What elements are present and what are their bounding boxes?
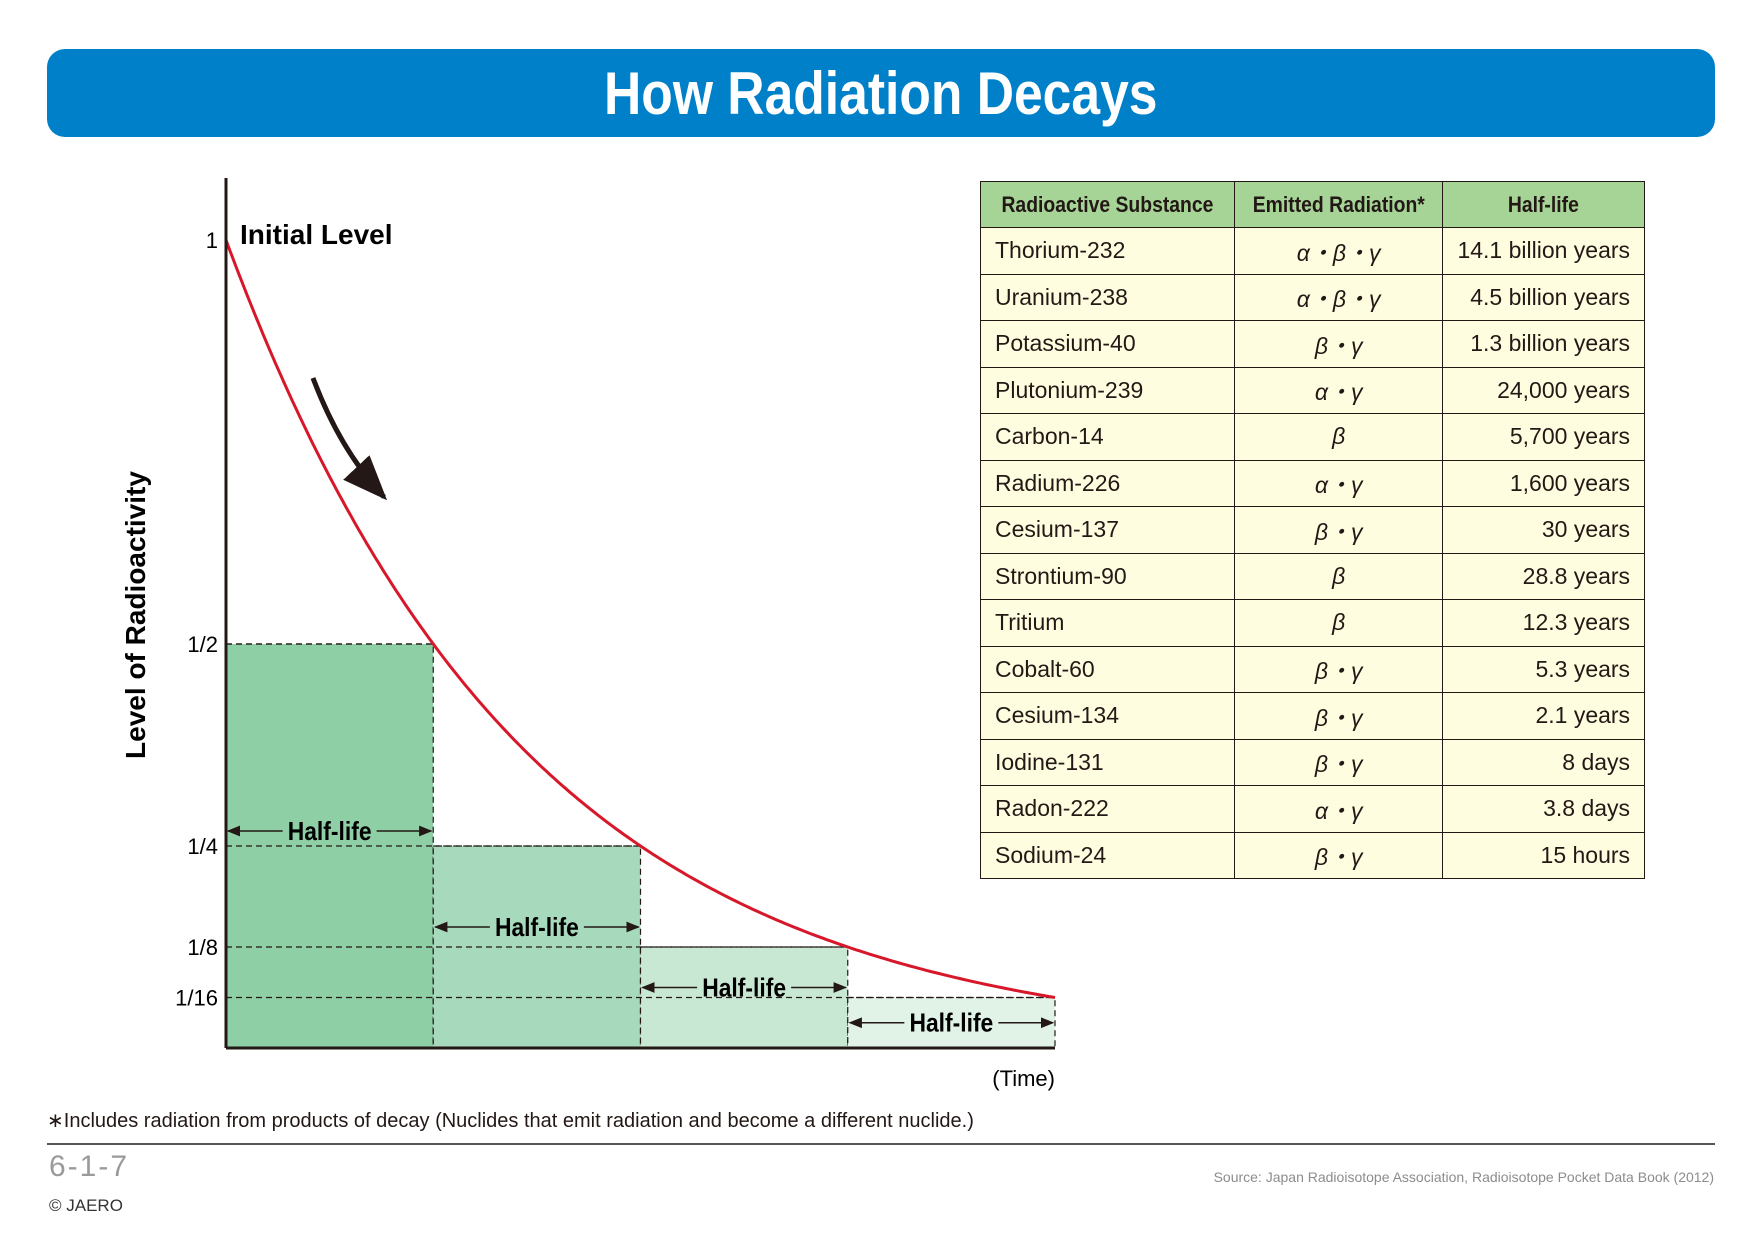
table-row: Uranium-238 α・β・γ 4.5 billion years <box>980 273 1646 321</box>
radiation-cell: β・γ <box>1233 320 1444 368</box>
table-row: Cobalt-60 β・γ 5.3 years <box>980 645 1646 693</box>
radiation-cell: β <box>1233 599 1444 647</box>
source-citation: Source: Japan Radioisotope Association, … <box>1213 1169 1714 1185</box>
half-life-cell: 1,600 years <box>1442 459 1646 507</box>
radiation-cell: α・γ <box>1233 785 1444 833</box>
footnote: ∗Includes radiation from products of dec… <box>47 1110 974 1132</box>
table-row: Thorium-232 α・β・γ 14.1 billion years <box>980 227 1646 275</box>
table-row: Cesium-137 β・γ 30 years <box>980 506 1646 554</box>
table-row: Carbon-14 β 5,700 years <box>980 413 1646 461</box>
table-row: Potassium-40 β・γ 1.3 billion years <box>980 320 1646 368</box>
substance-cell: Cobalt-60 <box>980 645 1235 693</box>
half-life-cell: 8 days <box>1442 738 1646 786</box>
substance-cell: Sodium-24 <box>980 831 1235 879</box>
substance-cell: Tritium <box>980 599 1235 647</box>
y-tick-label: 1/16 <box>175 986 218 1011</box>
radiation-cell: α・β・γ <box>1233 273 1444 321</box>
decay-direction-arrow <box>310 377 388 501</box>
radiation-cell: β・γ <box>1233 506 1444 554</box>
substance-cell: Carbon-14 <box>980 413 1235 461</box>
radiation-cell: α・β・γ <box>1233 227 1444 275</box>
substance-cell: Radon-222 <box>980 785 1235 833</box>
radiation-cell: β・γ <box>1233 645 1444 693</box>
table-row: Cesium-134 β・γ 2.1 years <box>980 692 1646 740</box>
half-life-cell: 24,000 years <box>1442 366 1646 414</box>
header-radiation: Emitted Radiation* <box>1233 181 1444 228</box>
y-axis-label: Level of Radioactivity <box>120 471 151 759</box>
copyright: © JAERO <box>49 1196 123 1215</box>
table-row: Radium-226 α・γ 1,600 years <box>980 459 1646 507</box>
decay-curve <box>224 239 1056 999</box>
half-life-label: Half-life <box>495 914 579 943</box>
initial-level-label: Initial Level <box>240 219 393 250</box>
half-life-cell: 4.5 billion years <box>1442 273 1646 321</box>
x-axis-label: (Time) <box>992 1066 1055 1091</box>
substance-cell: Thorium-232 <box>980 227 1235 275</box>
substance-cell: Plutonium-239 <box>980 366 1235 414</box>
half-life-cell: 12.3 years <box>1442 599 1646 647</box>
radiation-cell: β <box>1233 413 1444 461</box>
radiation-cell: β・γ <box>1233 831 1444 879</box>
substance-cell: Iodine-131 <box>980 738 1235 786</box>
substance-cell: Potassium-40 <box>980 320 1235 368</box>
half-life-cell: 1.3 billion years <box>1442 320 1646 368</box>
half-life-cell: 14.1 billion years <box>1442 227 1646 275</box>
half-life-label: Half-life <box>288 818 372 847</box>
table-row: Tritium β 12.3 years <box>980 599 1646 647</box>
half-life-cell: 28.8 years <box>1442 552 1646 600</box>
substance-cell: Cesium-134 <box>980 692 1235 740</box>
radiation-cell: α・γ <box>1233 366 1444 414</box>
table-row: Iodine-131 β・γ 8 days <box>980 738 1646 786</box>
substance-cell: Strontium-90 <box>980 552 1235 600</box>
radiation-cell: β・γ <box>1233 738 1444 786</box>
half-life-cell: 30 years <box>1442 506 1646 554</box>
y-tick-label: 1/4 <box>187 834 218 859</box>
table-row: Radon-222 α・γ 3.8 days <box>980 785 1646 833</box>
header-half-life: Half-life <box>1442 181 1646 228</box>
half-life-cell: 5,700 years <box>1442 413 1646 461</box>
radiation-cell: β <box>1233 552 1444 600</box>
figure-number: 6-1-7 <box>49 1150 130 1183</box>
half-life-label: Half-life <box>702 974 786 1003</box>
table-row: Sodium-24 β・γ 15 hours <box>980 831 1646 879</box>
half-life-cell: 5.3 years <box>1442 645 1646 693</box>
radiation-cell: α・γ <box>1233 459 1444 507</box>
substance-cell: Uranium-238 <box>980 273 1235 321</box>
y-tick-label: 1/8 <box>187 935 218 960</box>
table-row: Plutonium-239 α・γ 24,000 years <box>980 366 1646 414</box>
substance-cell: Radium-226 <box>980 459 1235 507</box>
half-life-table: Radioactive Substance Emitted Radiation*… <box>980 181 1646 879</box>
y-tick-label: 1/2 <box>187 632 218 657</box>
divider <box>47 1143 1715 1145</box>
radiation-cell: β・γ <box>1233 692 1444 740</box>
substance-cell: Cesium-137 <box>980 506 1235 554</box>
half-life-cell: 3.8 days <box>1442 785 1646 833</box>
half-life-label: Half-life <box>909 1009 993 1038</box>
table-row: Strontium-90 β 28.8 years <box>980 552 1646 600</box>
half-life-cell: 15 hours <box>1442 831 1646 879</box>
half-life-cell: 2.1 years <box>1442 692 1646 740</box>
table-header-row: Radioactive Substance Emitted Radiation*… <box>980 181 1646 228</box>
y-tick-label: 1 <box>206 228 218 253</box>
header-substance: Radioactive Substance <box>980 181 1235 228</box>
title-banner: How Radiation Decays <box>47 49 1715 137</box>
page-title: How Radiation Decays <box>604 59 1158 127</box>
